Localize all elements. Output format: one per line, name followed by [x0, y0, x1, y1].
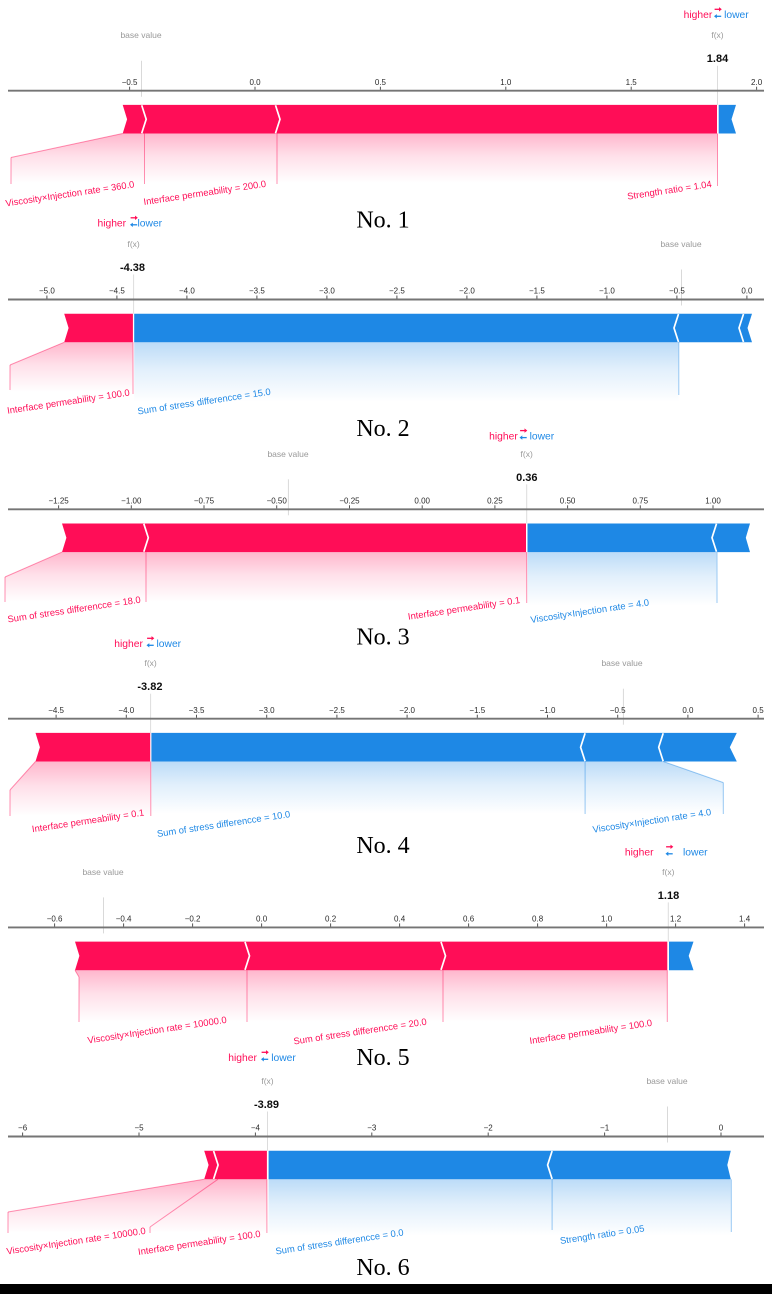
svg-text:base value: base value [120, 30, 161, 40]
svg-text:−1.5: −1.5 [469, 706, 485, 715]
svg-text:−0.6: −0.6 [47, 915, 63, 924]
svg-text:−4.5: −4.5 [109, 287, 125, 296]
svg-text:0.75: 0.75 [633, 497, 649, 506]
svg-text:−0.5: −0.5 [610, 706, 626, 715]
svg-text:f(x): f(x) [261, 1076, 273, 1086]
svg-text:−1.00: −1.00 [121, 497, 142, 506]
svg-text:-4.38: -4.38 [120, 262, 145, 274]
svg-text:−4: −4 [251, 1124, 261, 1133]
svg-text:0.0: 0.0 [741, 287, 753, 296]
svg-text:0.6: 0.6 [463, 915, 475, 924]
svg-text:1.84: 1.84 [707, 53, 729, 65]
svg-text:−0.5: −0.5 [122, 78, 138, 87]
svg-text:−3.5: −3.5 [189, 706, 205, 715]
svg-text:1.4: 1.4 [739, 915, 751, 924]
svg-text:0.2: 0.2 [325, 915, 337, 924]
svg-text:higher: higher [97, 219, 126, 230]
svg-text:f(x): f(x) [662, 867, 674, 877]
svg-text:−2: −2 [484, 1124, 494, 1133]
svg-text:No. 6: No. 6 [356, 1255, 409, 1281]
svg-text:1.0: 1.0 [601, 915, 613, 924]
svg-text:2.0: 2.0 [751, 78, 763, 87]
svg-text:-3.89: -3.89 [254, 1099, 279, 1111]
svg-text:lower: lower [138, 219, 163, 230]
svg-text:−0.2: −0.2 [185, 915, 201, 924]
svg-text:−4.0: −4.0 [179, 287, 195, 296]
svg-text:0.00: 0.00 [414, 497, 430, 506]
svg-text:−0.25: −0.25 [339, 497, 360, 506]
svg-text:−3.0: −3.0 [259, 706, 275, 715]
svg-text:No. 3: No. 3 [356, 625, 409, 651]
svg-text:higher: higher [684, 10, 713, 21]
svg-text:1.5: 1.5 [626, 78, 638, 87]
svg-text:−2.0: −2.0 [459, 287, 475, 296]
svg-text:0: 0 [719, 1124, 724, 1133]
svg-text:1.18: 1.18 [658, 890, 679, 902]
svg-text:−0.4: −0.4 [116, 915, 132, 924]
svg-text:0.36: 0.36 [516, 472, 537, 484]
svg-text:No. 1: No. 1 [356, 207, 409, 233]
svg-text:base value: base value [267, 449, 308, 459]
svg-text:−3.0: −3.0 [319, 287, 335, 296]
svg-text:−1.25: −1.25 [48, 497, 69, 506]
svg-text:lower: lower [530, 431, 555, 442]
svg-text:-3.82: -3.82 [137, 681, 162, 693]
svg-text:0.0: 0.0 [682, 706, 694, 715]
svg-text:−3: −3 [367, 1124, 377, 1133]
svg-text:f(x): f(x) [711, 30, 723, 40]
svg-text:1.00: 1.00 [705, 497, 721, 506]
svg-text:lower: lower [157, 639, 182, 650]
svg-text:−2.5: −2.5 [389, 287, 405, 296]
svg-text:base value: base value [646, 1076, 687, 1086]
svg-text:f(x): f(x) [521, 449, 533, 459]
svg-text:base value: base value [601, 658, 642, 668]
svg-text:−5.0: −5.0 [39, 287, 55, 296]
svg-text:−0.5: −0.5 [669, 287, 685, 296]
svg-text:−4.0: −4.0 [118, 706, 134, 715]
svg-text:higher: higher [489, 431, 518, 442]
svg-text:0.8: 0.8 [532, 915, 544, 924]
svg-text:−2.5: −2.5 [329, 706, 345, 715]
svg-text:higher: higher [228, 1053, 257, 1064]
svg-text:0.0: 0.0 [256, 915, 268, 924]
svg-text:lower: lower [724, 10, 749, 21]
svg-text:base value: base value [82, 867, 123, 877]
svg-text:lower: lower [271, 1053, 296, 1064]
svg-text:No. 2: No. 2 [356, 416, 409, 442]
svg-text:base value: base value [660, 239, 701, 249]
svg-text:−1: −1 [600, 1124, 610, 1133]
svg-text:0.5: 0.5 [375, 78, 387, 87]
svg-text:0.50: 0.50 [560, 497, 576, 506]
svg-text:higher: higher [114, 639, 143, 650]
svg-text:−0.50: −0.50 [267, 497, 288, 506]
svg-text:−2.0: −2.0 [399, 706, 415, 715]
svg-text:−0.75: −0.75 [194, 497, 215, 506]
svg-text:0.25: 0.25 [487, 497, 503, 506]
svg-text:higher: higher [625, 848, 654, 859]
svg-text:−1.0: −1.0 [540, 706, 556, 715]
svg-text:f(x): f(x) [127, 239, 139, 249]
svg-text:lower: lower [683, 848, 708, 859]
svg-text:−6: −6 [18, 1124, 28, 1133]
svg-text:−1.5: −1.5 [529, 287, 545, 296]
svg-text:−1.0: −1.0 [599, 287, 615, 296]
svg-text:−3.5: −3.5 [249, 287, 265, 296]
svg-text:−5: −5 [134, 1124, 144, 1133]
svg-text:0.5: 0.5 [753, 706, 765, 715]
svg-text:1.2: 1.2 [670, 915, 682, 924]
svg-text:1.0: 1.0 [500, 78, 512, 87]
svg-text:f(x): f(x) [144, 658, 156, 668]
svg-text:No. 4: No. 4 [356, 833, 409, 859]
svg-text:0.0: 0.0 [249, 78, 261, 87]
svg-text:0.4: 0.4 [394, 915, 406, 924]
svg-text:−4.5: −4.5 [48, 706, 64, 715]
svg-text:No. 5: No. 5 [356, 1045, 409, 1071]
